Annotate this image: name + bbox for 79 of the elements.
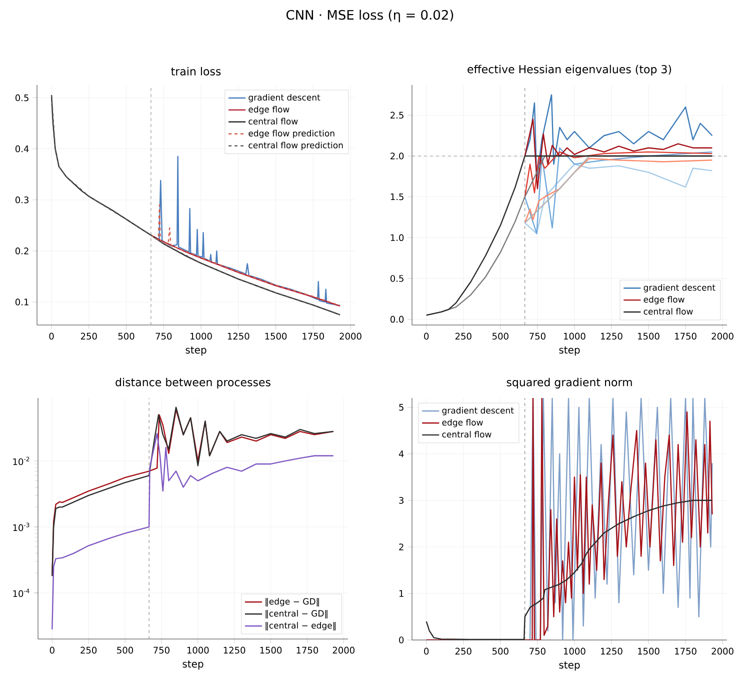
legend-label: central flow xyxy=(442,430,492,438)
y-tick-label: 0.5 xyxy=(15,94,28,102)
x-tick-label: 750 xyxy=(530,332,546,340)
x-tick-label: 0 xyxy=(424,648,429,655)
y-tick-label: 0.1 xyxy=(15,298,28,306)
legend-label: gradient descent xyxy=(644,284,716,292)
y-tick-label: 1 xyxy=(399,590,404,597)
x-tick-label: 1250 xyxy=(228,332,250,340)
legend-label: gradient descent xyxy=(442,407,514,416)
x-tick-label: 250 xyxy=(455,332,472,340)
text: CNN · MSE loss (η = 0.02) xyxy=(286,10,454,22)
y-tick-label: 0.5 xyxy=(390,275,404,282)
x-tick-label: 1750 xyxy=(302,332,324,340)
x-tick-label: 1500 xyxy=(638,332,660,340)
y-tick-label: 2 xyxy=(399,544,404,550)
x-tick-label: 250 xyxy=(455,648,472,655)
y-tick-label: 0.2 xyxy=(15,248,28,254)
x-tick-label: 1000 xyxy=(564,648,586,655)
x-tick-label: 1250 xyxy=(601,648,622,655)
y-tick-label: 0 xyxy=(399,636,404,644)
chart-title: effective Hessian eigenvalues (top 3) xyxy=(468,64,672,76)
legend-label: edge flow prediction xyxy=(248,130,334,138)
y-tick-label: 2.0 xyxy=(390,152,404,160)
x-tick-label: 500 xyxy=(117,646,133,654)
x-tick-label: 1250 xyxy=(601,332,622,340)
chart-title: train loss xyxy=(171,66,221,76)
x-axis-title: step xyxy=(182,660,204,670)
legend-label: central flow prediction xyxy=(248,142,343,150)
y-tick-label: 0.4 xyxy=(15,145,29,152)
x-axis-title: step xyxy=(559,661,580,671)
x-tick-label: 2000 xyxy=(712,648,734,655)
x-tick-label: 1000 xyxy=(564,332,586,340)
x-tick-label: 500 xyxy=(118,332,134,340)
x-tick-label: 250 xyxy=(80,332,97,340)
y-tick-label: 1.5 xyxy=(390,194,404,200)
x-tick-label: 0 xyxy=(50,646,54,654)
y-tick-label: 1.0 xyxy=(390,234,404,242)
x-tick-label: 0 xyxy=(424,332,429,340)
x-tick-label: 1500 xyxy=(638,648,660,655)
y-tick-label: 4 xyxy=(398,450,404,458)
x-tick-label: 1000 xyxy=(187,646,209,654)
x-tick-label: 1750 xyxy=(296,646,318,654)
x-tick-label: 750 xyxy=(154,646,170,654)
x-tick-label: 1500 xyxy=(260,646,282,654)
x-tick-label: 500 xyxy=(492,648,508,655)
chart-title: squared gradient norm xyxy=(506,378,632,388)
x-tick-label: 750 xyxy=(156,332,172,340)
legend-label: central flow xyxy=(248,118,298,125)
x-tick-label: 2000 xyxy=(332,646,354,654)
x-tick-label: 2000 xyxy=(340,332,362,340)
y-tick-label: 0.3 xyxy=(15,196,28,204)
legend-label: ‖central − edge‖ xyxy=(266,622,336,630)
x-tick-label: 2000 xyxy=(712,332,734,340)
y-tick-label: 3 xyxy=(399,496,404,504)
legend-label: central flow xyxy=(644,308,693,315)
chart-title: distance between processes xyxy=(116,378,270,388)
x-tick-label: 1250 xyxy=(224,646,246,654)
x-tick-label: 1000 xyxy=(190,332,212,340)
x-tick-label: 0 xyxy=(49,332,54,340)
y-tick-label: 10$^{-2}$ xyxy=(13,456,30,466)
legend-label: ‖edge − GD‖ xyxy=(266,598,319,606)
x-tick-label: 500 xyxy=(492,332,508,340)
x-tick-label: 250 xyxy=(80,646,97,654)
legend-label: edge flow xyxy=(644,296,684,304)
y-tick-label: 5 xyxy=(399,404,404,411)
y-tick-label: 10$^{-4}$ xyxy=(13,588,30,598)
y-tick-label: 0.0 xyxy=(390,316,404,323)
legend-label: edge flow xyxy=(248,106,290,114)
legend-label: ‖central − GD‖ xyxy=(266,610,328,618)
x-axis-title: step xyxy=(559,346,580,356)
x-tick-label: 1750 xyxy=(675,648,696,655)
legend-label: edge flow xyxy=(442,418,483,428)
x-tick-label: 1750 xyxy=(675,332,696,340)
x-tick-label: 750 xyxy=(530,648,546,655)
x-tick-label: 1500 xyxy=(265,332,287,340)
y-tick-label: 2.5 xyxy=(390,112,404,119)
legend-label: gradient descent xyxy=(248,94,320,102)
y-tick-label: 10$^{-3}$ xyxy=(13,522,30,532)
x-axis-title: step xyxy=(186,346,206,356)
